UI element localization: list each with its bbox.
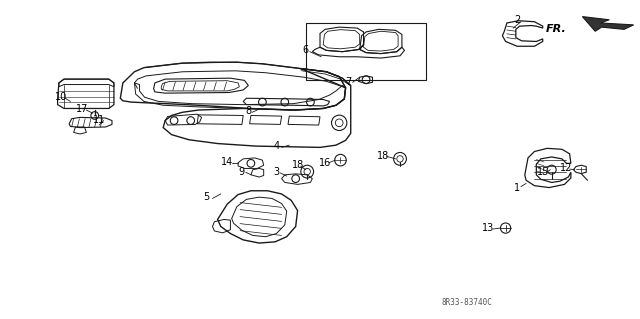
Text: 16: 16 bbox=[319, 158, 332, 168]
Text: 12: 12 bbox=[560, 163, 573, 174]
Text: 17: 17 bbox=[76, 104, 88, 114]
Text: 1: 1 bbox=[514, 182, 520, 193]
Text: 4: 4 bbox=[273, 141, 280, 151]
Text: FR.: FR. bbox=[545, 24, 566, 34]
Text: 6: 6 bbox=[303, 45, 309, 56]
Text: 8R33-83740C: 8R33-83740C bbox=[442, 298, 493, 307]
Text: 15: 15 bbox=[536, 167, 549, 177]
Text: 14: 14 bbox=[221, 157, 234, 167]
Bar bbox=[306, 23, 426, 80]
Text: 3: 3 bbox=[273, 167, 280, 177]
Polygon shape bbox=[582, 17, 634, 31]
Text: 8: 8 bbox=[245, 106, 252, 116]
Text: 18: 18 bbox=[291, 160, 304, 170]
Text: 5: 5 bbox=[203, 192, 209, 202]
Text: 9: 9 bbox=[239, 167, 245, 177]
Text: 10: 10 bbox=[55, 92, 68, 102]
Text: 11: 11 bbox=[93, 115, 106, 125]
Text: 13: 13 bbox=[481, 223, 494, 233]
Text: 2: 2 bbox=[514, 15, 520, 25]
Text: 18: 18 bbox=[376, 151, 389, 161]
Text: 7: 7 bbox=[346, 77, 352, 87]
